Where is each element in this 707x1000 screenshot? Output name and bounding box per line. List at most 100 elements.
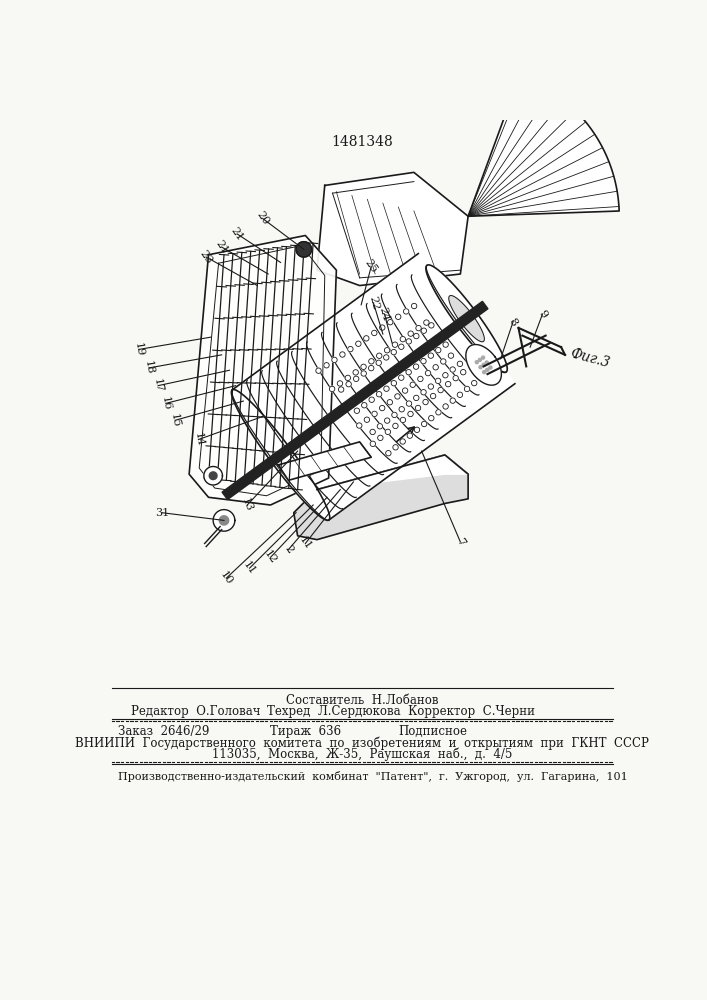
Text: 21: 21 bbox=[214, 238, 230, 256]
Circle shape bbox=[440, 359, 446, 364]
Circle shape bbox=[361, 403, 367, 408]
Circle shape bbox=[423, 320, 429, 325]
Circle shape bbox=[486, 368, 489, 371]
Circle shape bbox=[356, 423, 362, 428]
Text: 22: 22 bbox=[367, 295, 380, 311]
Text: 16: 16 bbox=[160, 395, 172, 411]
Circle shape bbox=[436, 378, 440, 384]
Circle shape bbox=[374, 382, 380, 387]
Circle shape bbox=[421, 348, 426, 353]
Text: 23: 23 bbox=[198, 248, 214, 266]
Circle shape bbox=[366, 388, 372, 393]
Polygon shape bbox=[317, 172, 468, 286]
Circle shape bbox=[370, 441, 375, 447]
Circle shape bbox=[481, 356, 484, 359]
Circle shape bbox=[428, 342, 433, 347]
Text: 14: 14 bbox=[192, 432, 204, 447]
Circle shape bbox=[421, 390, 426, 395]
Text: 18: 18 bbox=[143, 360, 155, 376]
Circle shape bbox=[377, 353, 382, 358]
Circle shape bbox=[380, 325, 385, 330]
Circle shape bbox=[380, 405, 385, 411]
Circle shape bbox=[316, 368, 321, 373]
Circle shape bbox=[361, 371, 366, 376]
Circle shape bbox=[351, 399, 356, 404]
Circle shape bbox=[337, 381, 343, 386]
Circle shape bbox=[372, 411, 378, 417]
Polygon shape bbox=[222, 301, 488, 500]
Text: 10: 10 bbox=[218, 569, 235, 587]
Circle shape bbox=[428, 415, 434, 421]
Text: 8: 8 bbox=[507, 316, 519, 328]
Text: 31: 31 bbox=[155, 508, 169, 518]
Circle shape bbox=[421, 421, 427, 427]
Circle shape bbox=[457, 392, 462, 397]
Circle shape bbox=[332, 357, 337, 363]
Circle shape bbox=[414, 364, 419, 369]
Circle shape bbox=[406, 369, 411, 375]
Circle shape bbox=[400, 439, 405, 444]
Circle shape bbox=[393, 445, 398, 450]
Circle shape bbox=[406, 339, 411, 344]
Text: 17: 17 bbox=[152, 378, 164, 393]
Circle shape bbox=[475, 361, 479, 364]
Circle shape bbox=[431, 393, 436, 399]
Polygon shape bbox=[317, 455, 468, 490]
Text: Составитель  Н.Лобанов: Составитель Н.Лобанов bbox=[286, 694, 438, 707]
Text: 1481348: 1481348 bbox=[331, 135, 393, 149]
Circle shape bbox=[363, 336, 369, 341]
Circle shape bbox=[392, 412, 397, 418]
Text: 9: 9 bbox=[537, 308, 549, 320]
Circle shape bbox=[414, 395, 419, 401]
Circle shape bbox=[414, 333, 419, 339]
Circle shape bbox=[382, 376, 387, 382]
Circle shape bbox=[364, 417, 370, 422]
Circle shape bbox=[472, 380, 477, 386]
Circle shape bbox=[428, 384, 433, 389]
Circle shape bbox=[395, 314, 401, 320]
Circle shape bbox=[405, 359, 410, 365]
Text: Производственно-издательский  комбинат  "Патент",  г.  Ужгород,  ул.  Гагарина, : Производственно-издательский комбинат "П… bbox=[118, 771, 628, 782]
Circle shape bbox=[436, 410, 441, 415]
Text: 24: 24 bbox=[378, 306, 391, 322]
Circle shape bbox=[399, 407, 404, 412]
Circle shape bbox=[399, 344, 404, 349]
Circle shape bbox=[387, 400, 392, 405]
Circle shape bbox=[408, 411, 413, 417]
Circle shape bbox=[343, 405, 349, 410]
Circle shape bbox=[368, 359, 374, 364]
Polygon shape bbox=[213, 510, 235, 531]
Circle shape bbox=[460, 369, 466, 375]
Polygon shape bbox=[296, 242, 312, 257]
Polygon shape bbox=[279, 442, 371, 480]
Circle shape bbox=[428, 323, 434, 328]
Circle shape bbox=[423, 399, 428, 405]
Text: 25: 25 bbox=[363, 258, 380, 275]
Polygon shape bbox=[426, 265, 507, 372]
Circle shape bbox=[339, 352, 345, 357]
Circle shape bbox=[421, 358, 426, 364]
Polygon shape bbox=[468, 75, 619, 216]
Circle shape bbox=[378, 435, 383, 441]
Circle shape bbox=[376, 360, 382, 365]
Circle shape bbox=[395, 394, 400, 399]
Circle shape bbox=[391, 380, 397, 386]
Circle shape bbox=[421, 328, 426, 333]
Circle shape bbox=[438, 387, 443, 393]
Circle shape bbox=[391, 349, 397, 355]
Text: 12: 12 bbox=[262, 549, 279, 566]
Text: 21: 21 bbox=[229, 225, 245, 243]
Circle shape bbox=[385, 348, 390, 353]
Text: 15: 15 bbox=[169, 412, 181, 428]
Text: Редактор  О.Головач: Редактор О.Головач bbox=[131, 705, 260, 718]
Circle shape bbox=[402, 388, 408, 393]
Circle shape bbox=[410, 382, 416, 387]
Polygon shape bbox=[189, 235, 337, 505]
Circle shape bbox=[489, 366, 492, 369]
Circle shape bbox=[324, 363, 329, 368]
Circle shape bbox=[411, 303, 417, 309]
Text: 2: 2 bbox=[282, 544, 294, 555]
Circle shape bbox=[485, 361, 489, 364]
Circle shape bbox=[479, 366, 482, 369]
Circle shape bbox=[378, 424, 382, 429]
